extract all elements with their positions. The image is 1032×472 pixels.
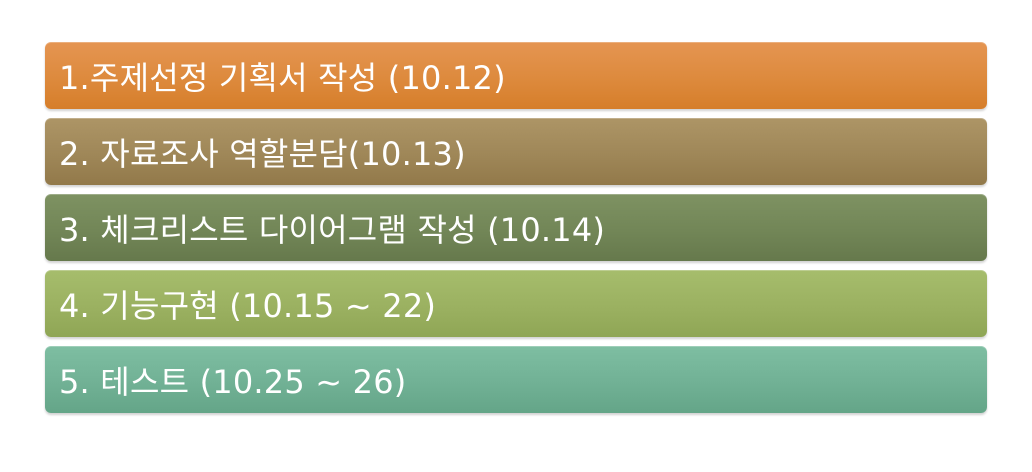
step-2-label: 2. 자료조사 역할분담(10.13) [59,134,466,173]
step-3-label: 3. 체크리스트 다이어그램 작성 (10.14) [59,210,606,249]
step-4-label: 4. 기능구현 (10.15 ~ 22) [59,286,437,325]
step-1-label: 1.주제선정 기획서 작성 (10.12) [59,58,506,97]
step-5-bar: 5. 테스트 (10.25 ~ 26) [45,346,987,413]
step-4-bar: 4. 기능구현 (10.15 ~ 22) [45,270,987,337]
step-5-label: 5. 테스트 (10.25 ~ 26) [59,362,407,401]
step-1-bar: 1.주제선정 기획서 작성 (10.12) [45,42,987,109]
step-2-bar: 2. 자료조사 역할분담(10.13) [45,118,987,185]
step-list: 1.주제선정 기획서 작성 (10.12) 2. 자료조사 역할분담(10.13… [45,42,987,413]
step-3-bar: 3. 체크리스트 다이어그램 작성 (10.14) [45,194,987,261]
